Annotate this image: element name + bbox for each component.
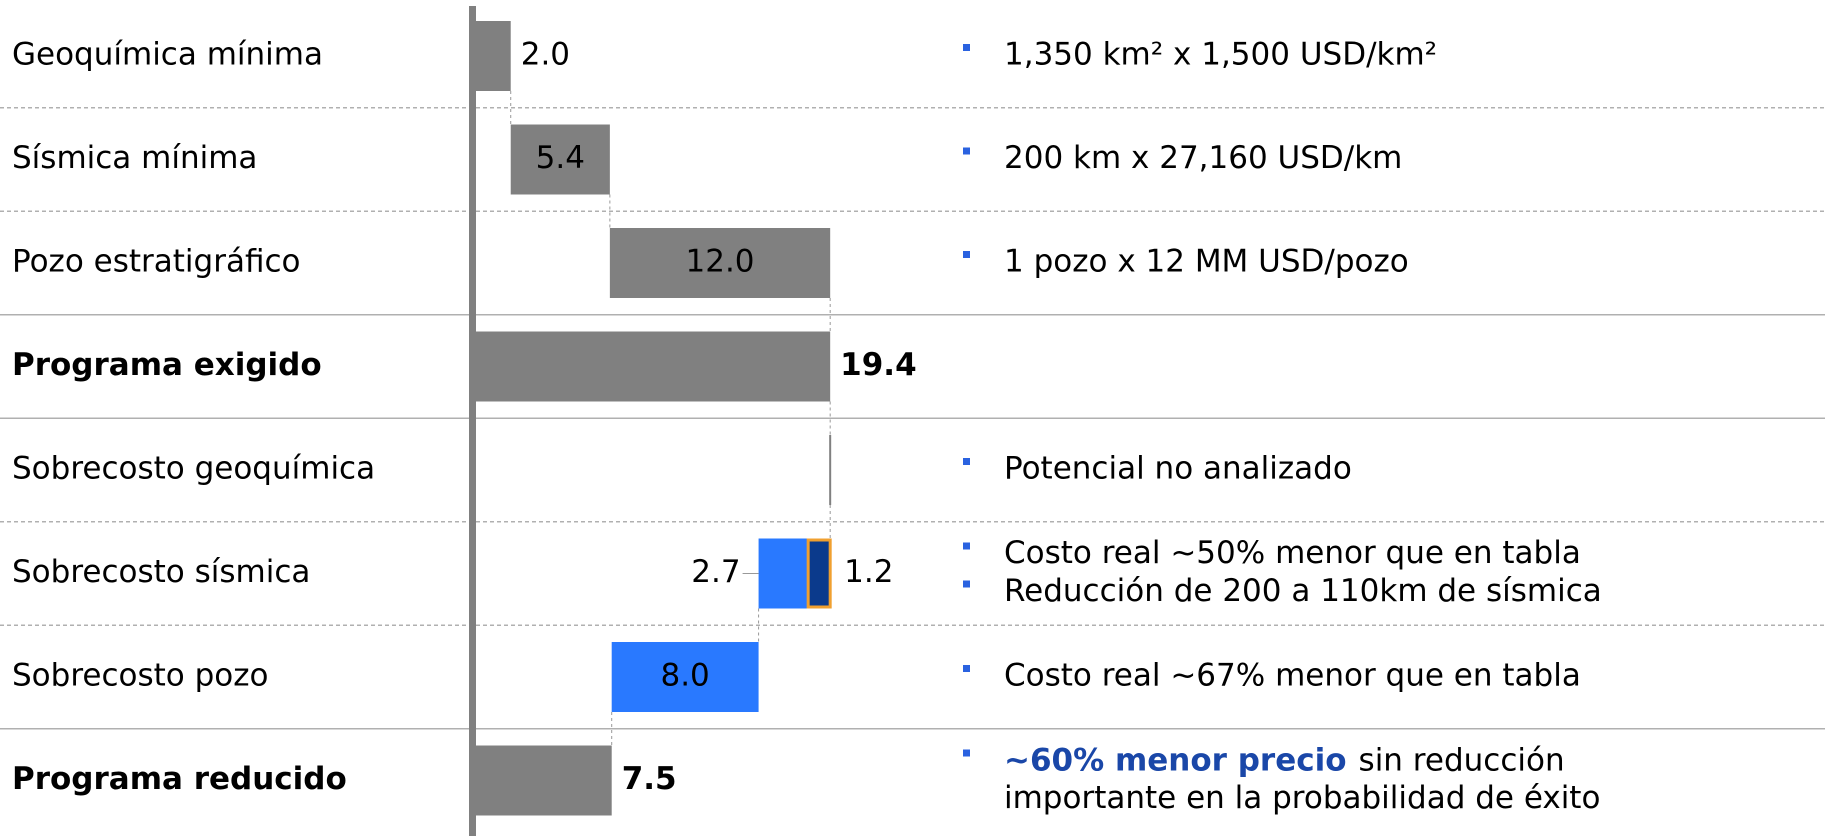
category-label: Geoquímica mínima [12,37,323,73]
note-text: Reducción de 200 a 110km de sísmica [1004,573,1602,609]
value-label: 2.0 [521,37,570,73]
value-label: 12.0 [686,244,755,280]
note-text: Costo real ~67% menor que en tabla [1004,658,1581,694]
note-text: 200 km x 27,160 USD/km [1004,140,1402,176]
bullet [963,458,970,465]
category-label: Programa exigido [12,347,322,383]
bar [829,435,832,505]
bar [474,745,612,816]
category-label: Sobrecosto sísmica [12,554,310,590]
note-text: importante en la probabilidad de éxito [1004,780,1600,816]
value-label: 8.0 [660,658,709,694]
value-label: 19.4 [840,347,917,383]
bar [806,538,832,609]
bar [474,21,511,91]
note-text: Costo real ~50% menor que en tabla [1004,535,1581,571]
category-label: Programa reducido [12,761,347,797]
category-label: Sísmica mínima [12,140,257,176]
value-label: 7.5 [622,761,677,797]
note-emphasis: ~60% menor precio [1004,742,1347,778]
bar [758,538,809,609]
note-text: 1 pozo x 12 MM USD/pozo [1004,244,1409,280]
bullet [963,44,970,51]
note-text: Potencial no analizado [1004,451,1352,487]
bar [510,124,610,195]
bullet [963,542,970,550]
bullet [963,665,970,672]
value-label: 2.7 [691,554,740,590]
category-label: Sobrecosto geoquímica [12,451,375,487]
value-label: 5.4 [536,140,585,176]
axis-line [469,6,476,836]
bar [609,228,831,298]
note-text: sin reducción [1359,742,1565,778]
category-label: Pozo estratigráfico [12,244,301,280]
bar [611,642,759,712]
bar [474,331,831,402]
bullet [963,147,970,155]
note-text: ~60% menor precio sin reducción [1004,742,1565,778]
bullet [963,580,970,588]
bullet [963,749,970,757]
value-label: 1.2 [844,554,893,590]
category-label: Sobrecosto pozo [12,658,268,694]
bullet [963,251,970,258]
note-text: 1,350 km² x 1,500 USD/km² [1004,37,1437,73]
